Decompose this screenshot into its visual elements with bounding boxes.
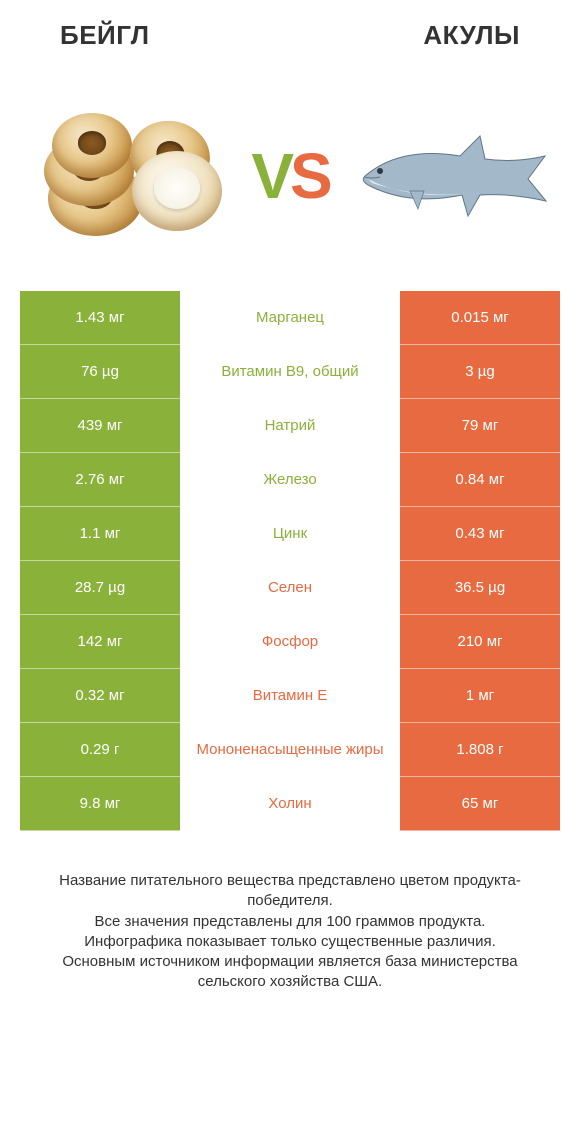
table-row: 0.29 гМононенасыщенные жиры1.808 г xyxy=(20,723,560,777)
left-value-cell: 142 мг xyxy=(20,615,180,669)
footer-line-3: Инфографика показывает только существенн… xyxy=(30,932,550,952)
table-row: 1.43 мгМарганец0.015 мг xyxy=(20,291,560,345)
left-value-cell: 0.29 г xyxy=(20,723,180,777)
right-value-cell: 0.015 мг xyxy=(400,291,560,345)
nutrient-label: Витамин E xyxy=(180,669,400,723)
table-row: 0.32 мгВитамин E1 мг xyxy=(20,669,560,723)
nutrient-label: Фосфор xyxy=(180,615,400,669)
left-value-cell: 2.76 мг xyxy=(20,453,180,507)
footer-line-1: Название питательного вещества представл… xyxy=(30,871,550,912)
right-value-cell: 1.808 г xyxy=(400,723,560,777)
bagel-illustration xyxy=(30,96,230,256)
nutrient-label: Мононенасыщенные жиры xyxy=(180,723,400,777)
header: БЕЙГЛ АКУЛЫ xyxy=(0,0,580,61)
right-value-cell: 65 мг xyxy=(400,777,560,831)
left-value-cell: 1.43 мг xyxy=(20,291,180,345)
nutrient-label: Витамин B9, общий xyxy=(180,345,400,399)
right-value-cell: 1 мг xyxy=(400,669,560,723)
vs-s: S xyxy=(290,140,329,212)
left-value-cell: 9.8 мг xyxy=(20,777,180,831)
left-value-cell: 439 мг xyxy=(20,399,180,453)
table-row: 9.8 мгХолин65 мг xyxy=(20,777,560,831)
right-value-cell: 0.84 мг xyxy=(400,453,560,507)
right-value-cell: 210 мг xyxy=(400,615,560,669)
table-row: 28.7 µgСелен36.5 µg xyxy=(20,561,560,615)
nutrient-label: Цинк xyxy=(180,507,400,561)
right-value-cell: 0.43 мг xyxy=(400,507,560,561)
nutrient-label: Селен xyxy=(180,561,400,615)
nutrient-label: Марганец xyxy=(180,291,400,345)
table-row: 142 мгФосфор210 мг xyxy=(20,615,560,669)
table-row: 76 µgВитамин B9, общий3 µg xyxy=(20,345,560,399)
footer-line-4: Основным источником информации является … xyxy=(30,952,550,993)
left-value-cell: 76 µg xyxy=(20,345,180,399)
right-value-cell: 79 мг xyxy=(400,399,560,453)
table-row: 439 мгНатрий79 мг xyxy=(20,399,560,453)
vs-label: VS xyxy=(251,139,328,213)
vs-v: V xyxy=(251,140,290,212)
left-value-cell: 1.1 мг xyxy=(20,507,180,561)
table-row: 1.1 мгЦинк0.43 мг xyxy=(20,507,560,561)
table-row: 2.76 мгЖелезо0.84 мг xyxy=(20,453,560,507)
left-product-title: БЕЙГЛ xyxy=(60,20,150,51)
shark-illustration xyxy=(350,96,550,256)
hero-section: VS xyxy=(0,61,580,291)
footer-line-2: Все значения представлены для 100 граммо… xyxy=(30,912,550,932)
nutrient-label: Железо xyxy=(180,453,400,507)
nutrient-label: Натрий xyxy=(180,399,400,453)
footer-notes: Название питательного вещества представл… xyxy=(30,871,550,993)
right-value-cell: 3 µg xyxy=(400,345,560,399)
comparison-table: 1.43 мгМарганец0.015 мг76 µgВитамин B9, … xyxy=(20,291,560,831)
left-value-cell: 0.32 мг xyxy=(20,669,180,723)
right-value-cell: 36.5 µg xyxy=(400,561,560,615)
right-product-title: АКУЛЫ xyxy=(423,20,520,51)
nutrient-label: Холин xyxy=(180,777,400,831)
left-value-cell: 28.7 µg xyxy=(20,561,180,615)
